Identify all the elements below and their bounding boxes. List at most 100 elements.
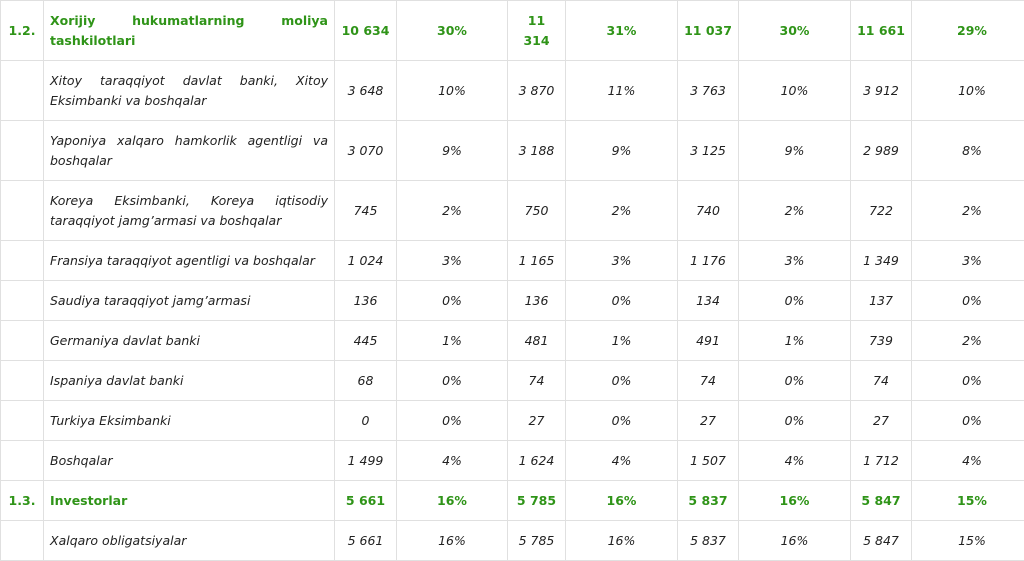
share-cell: 1% (565, 320, 678, 361)
share-cell: 2% (911, 320, 1024, 361)
amount-cell: 491 (677, 320, 739, 361)
share-cell: 0% (396, 280, 508, 321)
share-cell: 1% (396, 320, 508, 361)
amount-cell: 5 785 (507, 520, 566, 561)
amount-cell: 3 870 (507, 60, 566, 121)
table-row: Fransiya taraqqiyot agentligi va boshqal… (0, 240, 1024, 281)
row-label: Yaponiya xalqaro hamkorlik agentligi va … (43, 120, 335, 181)
share-cell: 4% (396, 440, 508, 481)
amount-cell: 750 (507, 180, 566, 241)
row-index (0, 520, 44, 561)
amount-cell: 136 (507, 280, 566, 321)
amount-cell: 2 989 (850, 120, 912, 181)
share-cell: 3% (738, 240, 851, 281)
share-cell: 8% (911, 120, 1024, 181)
amount-cell: 68 (334, 360, 397, 401)
amount-cell: 27 (850, 400, 912, 441)
amount-cell: 11 661 (850, 0, 912, 61)
amount-cell: 136 (334, 280, 397, 321)
row-label: Fransiya taraqqiyot agentligi va boshqal… (43, 240, 335, 281)
share-cell: 0% (911, 280, 1024, 321)
amount-cell: 74 (507, 360, 566, 401)
amount-cell: 5 785 (507, 480, 566, 521)
row-index (0, 280, 44, 321)
row-index (0, 400, 44, 441)
share-cell: 31% (565, 0, 678, 61)
row-label: Turkiya Eksimbanki (43, 400, 335, 441)
share-cell: 4% (565, 440, 678, 481)
amount-cell: 1 499 (334, 440, 397, 481)
amount-cell: 740 (677, 180, 739, 241)
amount-cell: 74 (850, 360, 912, 401)
row-index (0, 440, 44, 481)
share-cell: 16% (396, 480, 508, 521)
row-label: Germaniya davlat banki (43, 320, 335, 361)
section-row: 1.3. Investorlar 5 661 16% 5 785 16% 5 837 16% 5… (0, 480, 1024, 521)
share-cell: 30% (396, 0, 508, 61)
row-index: 1.3. (0, 480, 44, 521)
share-cell: 10% (738, 60, 851, 121)
share-cell: 10% (396, 60, 508, 121)
table-row: Boshqalar 1 499 4% 1 624 4% 1 507 4% 1 712 4% (0, 440, 1024, 481)
share-cell: 0% (565, 280, 678, 321)
row-index: 1.2. (0, 0, 44, 61)
amount-cell: 27 (677, 400, 739, 441)
amount-cell: 137 (850, 280, 912, 321)
row-label: Xorijiy hukumatlarning moliya tashkilotl… (43, 0, 335, 61)
amount-cell: 5 837 (677, 480, 739, 521)
section-row: 1.2. Xorijiy hukumatlarning moliya tashki… (0, 0, 1024, 61)
amount-cell: 445 (334, 320, 397, 361)
table-row: Koreya Eksimbanki, Koreya iqtisodiy tara… (0, 180, 1024, 241)
amount-cell: 74 (677, 360, 739, 401)
share-cell: 0% (738, 360, 851, 401)
share-cell: 2% (565, 180, 678, 241)
share-cell: 9% (396, 120, 508, 181)
table-row: Xitoy taraqqiyot davlat banki, Xitoy Eks… (0, 60, 1024, 121)
row-label: Ispaniya davlat banki (43, 360, 335, 401)
share-cell: 1% (738, 320, 851, 361)
amount-cell: 739 (850, 320, 912, 361)
amount-cell: 745 (334, 180, 397, 241)
amount-cell: 3 188 (507, 120, 566, 181)
row-index (0, 240, 44, 281)
share-cell: 2% (911, 180, 1024, 241)
share-cell: 16% (396, 520, 508, 561)
amount-cell: 3 648 (334, 60, 397, 121)
share-cell: 15% (911, 480, 1024, 521)
amount-cell: 481 (507, 320, 566, 361)
table-row: Turkiya Eksimbanki 0 0% 27 0% 27 0% 27 0% (0, 400, 1024, 441)
share-cell: 11% (565, 60, 678, 121)
amount-cell: 0 (334, 400, 397, 441)
share-cell: 3% (565, 240, 678, 281)
share-cell: 0% (565, 360, 678, 401)
table-row: Xalqaro obligatsiyalar 5 661 16% 5 785 16% 5 … (0, 520, 1024, 561)
amount-cell: 3 912 (850, 60, 912, 121)
share-cell: 16% (565, 520, 678, 561)
amount-cell: 5 661 (334, 520, 397, 561)
amount-cell: 3 763 (677, 60, 739, 121)
amount-cell: 1 624 (507, 440, 566, 481)
share-cell: 0% (911, 360, 1024, 401)
share-cell: 2% (738, 180, 851, 241)
amount-cell: 5 847 (850, 520, 912, 561)
amount-cell: 5 837 (677, 520, 739, 561)
share-cell: 0% (911, 400, 1024, 441)
amount-cell: 3 125 (677, 120, 739, 181)
amount-cell: 134 (677, 280, 739, 321)
table-row: Saudiya taraqqiyot jamg’armasi 136 0% 136 0%… (0, 280, 1024, 321)
amount-cell: 1 165 (507, 240, 566, 281)
share-cell: 0% (565, 400, 678, 441)
amount-cell: 1 349 (850, 240, 912, 281)
share-cell: 16% (738, 480, 851, 521)
row-index (0, 180, 44, 241)
amount-cell: 5 661 (334, 480, 397, 521)
amount-cell: 1 176 (677, 240, 739, 281)
amount-cell: 5 847 (850, 480, 912, 521)
amount-cell: 1 712 (850, 440, 912, 481)
share-cell: 3% (396, 240, 508, 281)
share-cell: 30% (738, 0, 851, 61)
share-cell: 29% (911, 0, 1024, 61)
amount-cell: 10 634 (334, 0, 397, 61)
